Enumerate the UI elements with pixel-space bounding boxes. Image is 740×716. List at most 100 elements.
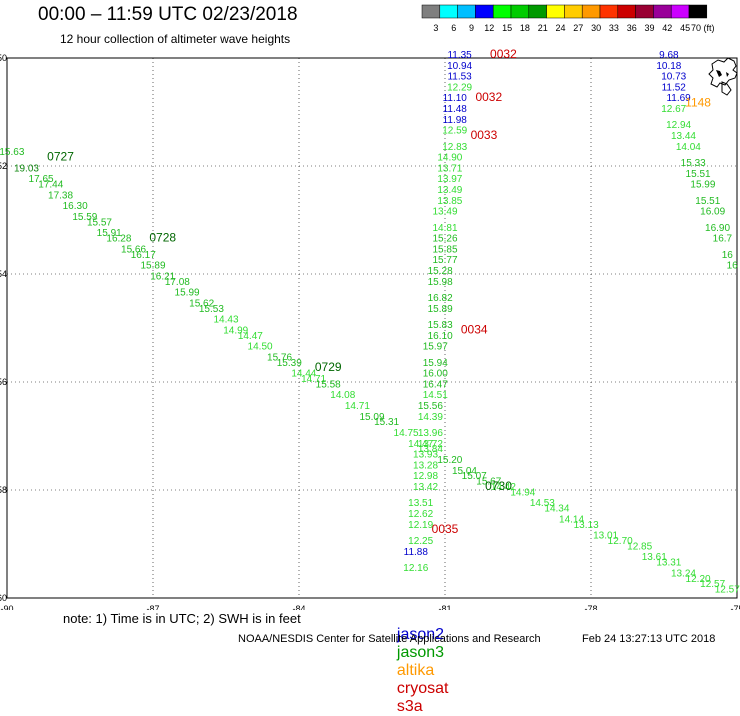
swh-label: 13.84 (418, 444, 443, 455)
page-title: 00:00 – 11:59 UTC 02/23/2018 (38, 4, 298, 25)
swh-label: 13.42 (413, 482, 438, 493)
swh-label: 11.98 (443, 115, 468, 126)
scale-tick-label: 70 (ft) (691, 23, 715, 33)
swh-label: 15.51 (695, 196, 720, 207)
swh-label: 15.59 (72, 212, 97, 223)
swh-label: 14.34 (544, 504, 569, 515)
swh-label: 15.09 (359, 412, 384, 423)
scale-swatch (688, 4, 708, 19)
swh-label: 12.59 (442, 126, 467, 137)
swh-label: 12.19 (408, 520, 433, 531)
swh-label: 12.70 (608, 536, 633, 547)
swh-label: 15.07 (462, 471, 487, 482)
swh-label: 12.25 (408, 536, 433, 547)
page-subtitle: 12 hour collection of altimeter wave hei… (60, 32, 291, 46)
swh-label: 15.89 (428, 304, 453, 315)
swh-label: 15.51 (686, 169, 711, 180)
swh-label: 14.42 (491, 482, 516, 493)
scale-tick-label: 39 (644, 23, 654, 33)
x-tick-label: -90 (0, 604, 13, 610)
time-label: 0729 (315, 360, 342, 374)
swh-label: 14.04 (676, 142, 701, 153)
swh-label: 14.90 (437, 153, 462, 164)
swh-label: 12.29 (447, 82, 472, 93)
track-vertical-cryosat: 11.3510.9411.5312.2911.1011.4811.9812.59… (403, 47, 517, 574)
swh-label: 15.28 (428, 266, 453, 277)
swh-label: 11.52 (662, 82, 687, 93)
swh-label: 14.43 (213, 315, 238, 326)
swh-label: 14.14 (559, 514, 584, 525)
swh-label: 14.94 (510, 487, 535, 498)
swh-label: 15.98 (428, 277, 453, 288)
mission-legend: jason2 jason3 altika cryosat s3a (388, 608, 460, 716)
swh-label: 12.20 (686, 574, 711, 585)
swh-label: 13.93 (413, 450, 438, 461)
swh-label: 15.99 (175, 288, 200, 299)
swh-label: 11.48 (443, 104, 468, 115)
swh-label: 14.81 (432, 223, 457, 234)
swh-label: 15.97 (423, 342, 448, 353)
legend-altika: altika (396, 662, 435, 679)
swh-label: 13.01 (593, 531, 618, 542)
swh-label: 14.47 (408, 439, 433, 450)
swh-label: 10.94 (447, 61, 472, 72)
swh-label: 16.28 (106, 234, 131, 245)
scale-tick-label: 9 (469, 23, 474, 33)
time-label: 0032 (490, 47, 517, 61)
axis-ticks: -90 -87 -84 -81 -78 -75 -50 -52 -54 -56 -58 -60 (0, 53, 740, 610)
timestamp: Feb 24 13:27:13 UTC 2018 (582, 633, 716, 645)
swh-label: 12.62 (408, 509, 433, 520)
swh-label: 17.65 (29, 174, 54, 185)
swh-label: 12.57 (715, 585, 740, 596)
legend-cryosat: cryosat (396, 680, 449, 697)
scale-tick-label: 3 (433, 23, 438, 33)
grid-lines (7, 58, 737, 598)
x-tick-label: -84 (292, 604, 305, 610)
scale-tick-label: 18 (520, 23, 530, 33)
swh-label: 16.17 (131, 250, 156, 261)
scale-tick-label: 21 (538, 23, 548, 33)
swh-label: 13.13 (574, 520, 599, 531)
scale-tick-label: 24 (555, 23, 565, 33)
x-tick-label: -87 (146, 604, 159, 610)
swh-label: 13.85 (437, 196, 462, 207)
scale-tick-label: 33 (609, 23, 619, 33)
swh-label: 14.39 (418, 412, 443, 423)
y-tick-label: -58 (0, 485, 7, 495)
swh-label: 13.51 (408, 498, 433, 509)
swh-label: 17.08 (165, 277, 190, 288)
x-tick-label: -75 (730, 604, 740, 610)
swh-label: 15.62 (189, 298, 214, 309)
map-chart: -90 -87 -84 -81 -78 -75 -50 -52 -54 -56 -58 -60 15.… (0, 47, 740, 610)
swh-label: 14.51 (423, 390, 448, 401)
swh-label: 19.03 (14, 163, 39, 174)
swh-label: 15.53 (199, 304, 224, 315)
track-east-jason2: 9.6810.1810.7311.5211.6912.6712.9413.441… (656, 50, 738, 272)
swh-label: 16.47 (423, 379, 448, 390)
swh-label: 11.35 (447, 50, 472, 61)
swh-label: 15.39 (277, 358, 302, 369)
scale-tick-label: 15 (502, 23, 512, 33)
swh-label: 15.63 (0, 147, 25, 158)
swh-label: 12.67 (661, 104, 686, 115)
time-label: 1148 (685, 96, 711, 110)
swh-label: 15.56 (418, 401, 443, 412)
swh-label: 16.90 (705, 223, 730, 234)
scale-tick-label: 36 (627, 23, 637, 33)
swh-label: 15.94 (423, 358, 448, 369)
swh-label: 11.10 (443, 93, 468, 104)
swh-label: 15.91 (97, 228, 122, 239)
swh-label: 11.53 (447, 72, 472, 83)
swh-label: 16.09 (700, 207, 725, 218)
swh-label: 15.89 (140, 261, 165, 272)
scale-tick-label: 12 (484, 23, 494, 33)
swh-label: 13.97 (437, 174, 462, 185)
swh-label: 12.85 (627, 541, 652, 552)
plot-frame (6, 57, 738, 599)
swh-label: 13.49 (432, 207, 457, 218)
swh-label: 16.10 (428, 331, 453, 342)
swh-label: 14.75 (394, 428, 419, 439)
time-label: 0728 (149, 231, 176, 245)
swh-label: 10.73 (661, 72, 686, 83)
swh-label: 16.30 (63, 201, 88, 212)
